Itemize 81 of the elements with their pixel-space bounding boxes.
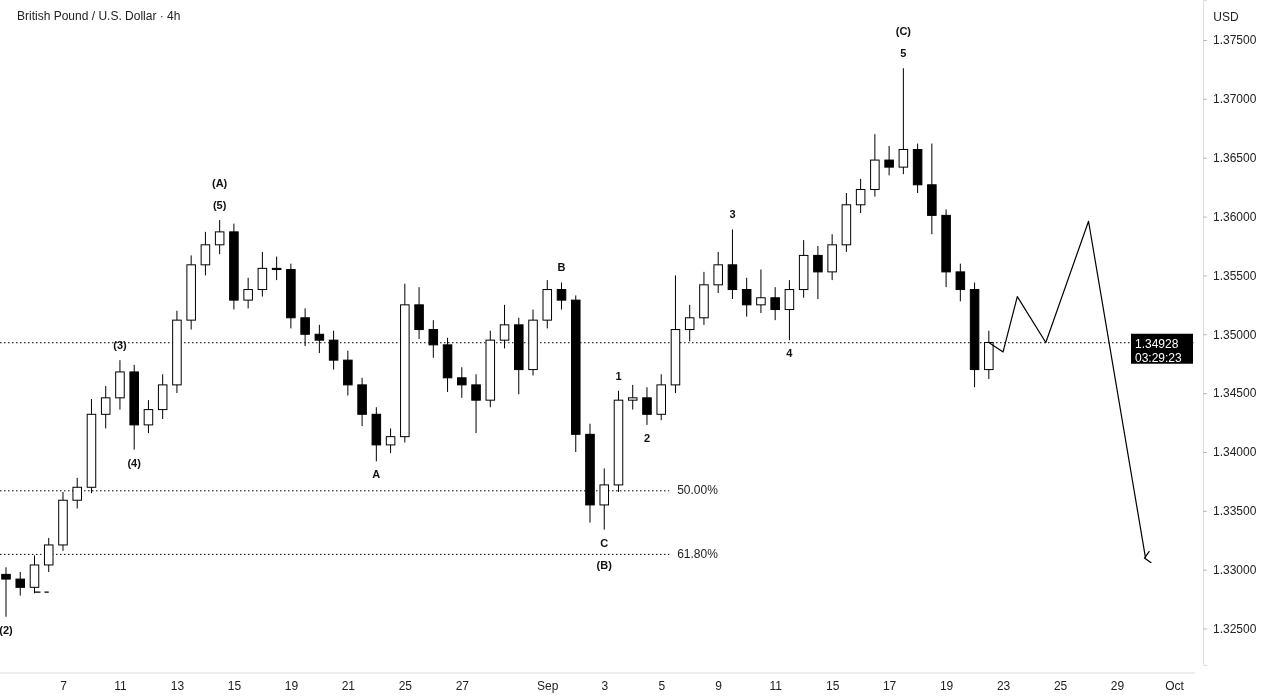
candlestick: [855, 178, 866, 214]
candlestick: [457, 366, 467, 399]
y-tick-label: 1.35500: [1213, 268, 1257, 283]
annotation: 50.00%: [677, 482, 719, 497]
candlestick: [15, 571, 26, 597]
annotation: 5: [900, 47, 907, 60]
y-tick-label: 1.37500: [1213, 33, 1257, 48]
candlestick: [556, 281, 567, 311]
x-tick-label: 7: [60, 678, 68, 693]
annotation: (5): [212, 199, 227, 211]
candlestick: [955, 263, 966, 302]
y-tick-label: 1.36500: [1213, 151, 1257, 166]
annotation: (C): [895, 25, 912, 38]
annotation: (2): [0, 623, 14, 636]
candlestick: [143, 399, 154, 434]
y-tick-label: 1.33500: [1213, 504, 1257, 519]
annotation: (3): [113, 339, 127, 352]
candlestick: [884, 145, 894, 176]
candlestick: [471, 373, 481, 434]
y-tick-label: 1.34000: [1213, 445, 1257, 460]
annotation: (4): [127, 456, 142, 469]
candlestick: [770, 286, 780, 321]
x-tick-label: 13: [170, 678, 185, 693]
annotation: 2: [643, 431, 651, 444]
annotation: 03:29:23: [1135, 350, 1183, 365]
y-tick-label: 1.35000: [1213, 327, 1257, 342]
candlestick: [257, 251, 268, 298]
x-tick-label: 9: [715, 678, 723, 693]
text: British Pound / U.S. Dollar · 4h: [17, 9, 181, 23]
candlestick: [200, 231, 211, 276]
candlestick: [784, 279, 795, 341]
x-tick-label: 15: [227, 678, 242, 693]
x-tick-label: 17: [882, 678, 897, 693]
x-tick-label: 27: [455, 678, 470, 693]
candlestick: [898, 67, 909, 175]
annotation: A: [372, 468, 381, 481]
candlestick: [756, 269, 766, 314]
ref-line-label: 1.34928: [1135, 336, 1179, 351]
candlestick: [43, 537, 54, 573]
annotation: (A): [212, 177, 228, 189]
y-tick-label: 1.36000: [1213, 209, 1257, 224]
candlestick: [428, 319, 439, 359]
x-tick-label: 29: [1110, 678, 1125, 693]
x-tick-label: 21: [341, 678, 356, 693]
y-tick-label: 1.37000: [1213, 92, 1257, 107]
candlestick: [813, 245, 823, 300]
candlestick: [243, 277, 253, 309]
x-tick-label: 19: [939, 678, 954, 693]
x-tick-label: 5: [658, 678, 666, 693]
annotation: B: [557, 261, 566, 274]
candlestick: [642, 386, 652, 426]
y-tick-label: 1.34500: [1213, 386, 1257, 401]
x-tick-label: 19: [284, 678, 299, 693]
candlestick: [271, 256, 282, 281]
x-tick-label: 15: [825, 678, 840, 693]
x-tick-label: 25: [1053, 678, 1068, 693]
candlestick: [214, 219, 225, 255]
candlestick: [100, 385, 111, 429]
x-tick-label: Sep: [537, 678, 559, 693]
annotation: C: [600, 536, 609, 549]
y-axis-title: USD: [1213, 10, 1239, 24]
annotation: 4: [786, 347, 794, 360]
candlestick: [1, 566, 11, 618]
candlestick: [300, 307, 310, 347]
x-tick-label: 25: [398, 678, 413, 693]
annotation: 1: [615, 369, 622, 382]
y-tick-label: 1.32500: [1213, 621, 1257, 636]
x-tick-label: 23: [996, 678, 1011, 693]
annotation: (B): [596, 558, 613, 571]
x-tick-label: 11: [114, 678, 127, 693]
x-tick-label: 11: [769, 678, 783, 693]
candlestick: [385, 427, 396, 454]
y-tick-label: 1.33000: [1213, 563, 1257, 577]
x-tick-label: Oct: [1165, 678, 1185, 693]
annotation: 3: [729, 208, 736, 221]
annotation: 61.80%: [677, 546, 719, 561]
candlestick: [741, 277, 752, 318]
x-tick-label: 3: [601, 678, 609, 693]
candlestick: [72, 477, 82, 509]
candlestick: [713, 251, 723, 294]
candlestick: [627, 384, 638, 411]
